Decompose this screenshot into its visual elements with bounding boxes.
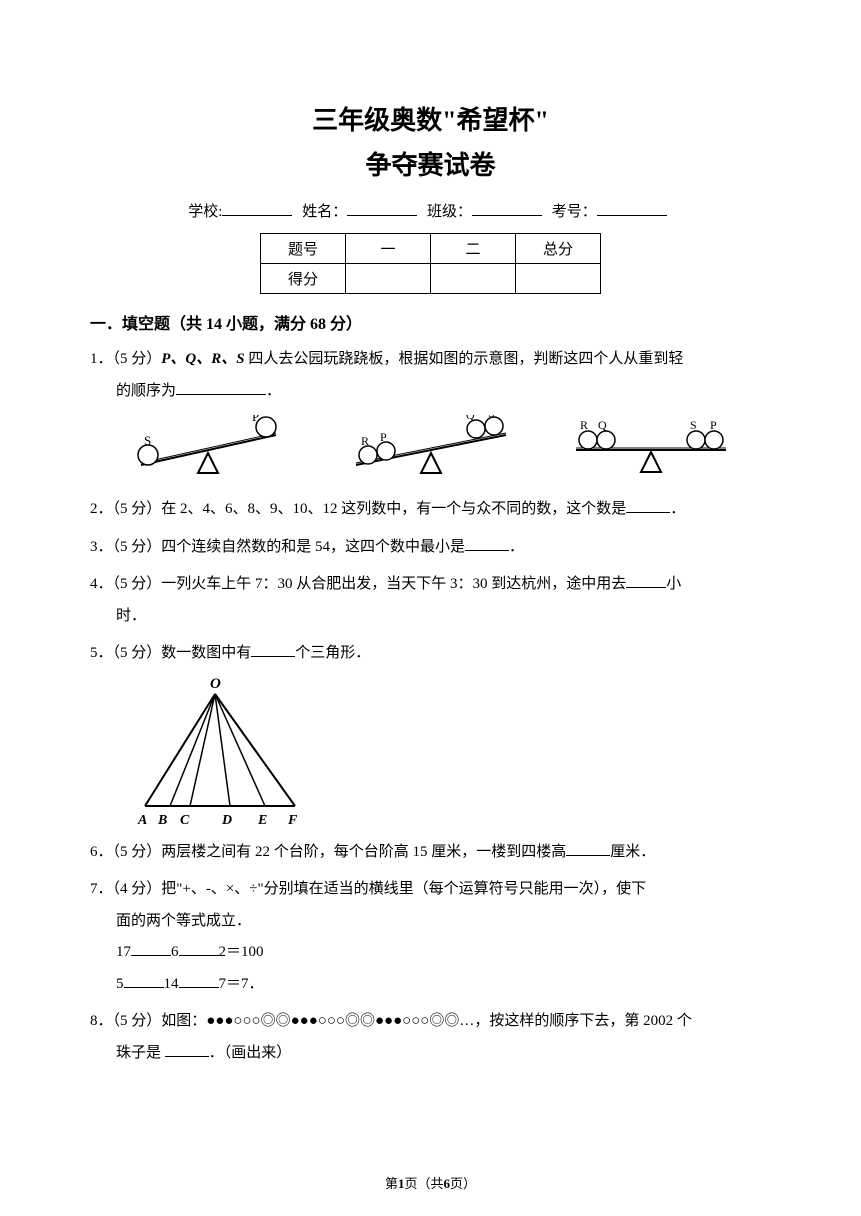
school-blank <box>222 200 292 216</box>
q3-suffix: ． <box>509 539 524 555</box>
page-footer: 第1页（共6页） <box>0 1173 861 1192</box>
score-2 <box>431 264 516 294</box>
q4-suffix: 小 <box>666 576 681 592</box>
q4-blank <box>626 574 666 588</box>
svg-text:P: P <box>252 415 259 424</box>
svg-text:F: F <box>287 813 298 826</box>
q7-line2: 面的两个等式成立． <box>90 906 771 938</box>
q5-blank <box>251 643 295 657</box>
q1-blank <box>176 381 266 395</box>
svg-text:Q: Q <box>466 415 475 422</box>
svg-text:D: D <box>221 813 232 826</box>
q1-l2b: ． <box>266 383 281 399</box>
question-8: 8．（5 分）如图：●●●○○○◎◎●●●○○○◎◎●●●○○○◎◎…，按这样的… <box>90 1006 771 1069</box>
q7-eq1-b: 6 <box>171 944 179 960</box>
q7-eq2-b: 14 <box>164 976 179 992</box>
th-0: 题号 <box>261 234 346 264</box>
q7-eq1-c: 2＝100 <box>219 944 264 960</box>
q7-eq1-a: 17 <box>116 944 131 960</box>
question-6: 6．（5 分）两层楼之间有 22 个台阶，每个台阶高 15 厘米，一楼到四楼高 厘… <box>90 837 771 869</box>
footer-a: 第 <box>385 1176 398 1191</box>
title-line-1: 三年级奥数"希望杯" <box>90 100 771 137</box>
q6-suffix: 厘米． <box>610 844 655 860</box>
seesaw-2: R P Q S <box>346 415 516 480</box>
q6-blank <box>566 842 610 856</box>
examno-blank <box>597 200 667 216</box>
svg-text:R: R <box>580 418 588 432</box>
q7-text: 7．（4 分）把"+、-、×、÷"分别填在适当的横线里（每个运算符号只能用一次）… <box>90 881 646 897</box>
name-blank <box>347 200 417 216</box>
q3-blank <box>465 537 509 551</box>
q1-l2a: 的顺序为 <box>116 383 176 399</box>
th-3: 总分 <box>516 234 601 264</box>
q8-l2b: ．（画出来） <box>209 1045 292 1061</box>
q8-l2a: 珠子是 <box>116 1045 165 1061</box>
q7-eq1-blank1 <box>131 942 171 956</box>
seesaw-3: R Q S P <box>566 415 736 480</box>
svg-text:Q: Q <box>598 418 607 432</box>
svg-text:P: P <box>710 418 717 432</box>
question-4: 4．（5 分）一列火车上午 7：30 从合肥出发，当天下午 3：30 到达杭州，… <box>90 569 771 632</box>
triangle-diagram: O A B C D E F <box>130 676 771 831</box>
q2-text: 2．（5 分）在 2、4、6、8、9、10、12 这列数中，有一个与众不同的数，… <box>90 501 626 517</box>
q4-line2: 时． <box>90 601 771 633</box>
q6-text: 6．（5 分）两层楼之间有 22 个台阶，每个台阶高 15 厘米，一楼到四楼高 <box>90 844 566 860</box>
q3-text: 3．（5 分）四个连续自然数的和是 54，这四个数中最小是 <box>90 539 465 555</box>
question-3: 3．（5 分）四个连续自然数的和是 54，这四个数中最小是 ． <box>90 532 771 564</box>
svg-text:C: C <box>180 813 190 826</box>
svg-text:S: S <box>690 418 697 432</box>
q1-prefix: 1．（5 分） <box>90 351 161 367</box>
score-table: 题号 一 二 总分 得分 <box>260 233 601 294</box>
q5-suffix: 个三角形． <box>295 645 370 661</box>
seesaw-diagrams: S P R P Q S R Q <box>90 415 771 480</box>
footer-b: 页（共 <box>404 1176 443 1191</box>
score-total <box>516 264 601 294</box>
q7-eq2-blank1 <box>124 974 164 988</box>
q7-eq2-a: 5 <box>116 976 124 992</box>
footer-c: 页） <box>450 1176 476 1191</box>
svg-text:B: B <box>157 813 167 826</box>
question-7: 7．（4 分）把"+、-、×、÷"分别填在适当的横线里（每个运算符号只能用一次）… <box>90 874 771 1000</box>
th-1: 一 <box>346 234 431 264</box>
class-blank <box>472 200 542 216</box>
name-label: 姓名： <box>302 204 347 220</box>
th-2: 二 <box>431 234 516 264</box>
class-label: 班级： <box>427 204 472 220</box>
triangle-apex-label: O <box>210 676 221 692</box>
q7-eq1-blank2 <box>179 942 219 956</box>
question-5: 5．（5 分）数一数图中有 个三角形． <box>90 638 771 670</box>
q8-blank <box>165 1043 209 1057</box>
student-info-row: 学校: 姓名： 班级： 考号： <box>90 200 771 221</box>
svg-text:S: S <box>144 433 151 448</box>
title-line-2: 争夺赛试卷 <box>90 145 771 182</box>
seesaw-1: S P <box>126 415 296 480</box>
svg-text:R: R <box>361 434 369 448</box>
score-1 <box>346 264 431 294</box>
school-label: 学校: <box>188 204 222 220</box>
examno-label: 考号： <box>552 204 597 220</box>
row2-label: 得分 <box>261 264 346 294</box>
svg-text:E: E <box>257 813 267 826</box>
q8-text: 8．（5 分）如图：●●●○○○◎◎●●●○○○◎◎●●●○○○◎◎…，按这样的… <box>90 1013 692 1029</box>
q5-text: 5．（5 分）数一数图中有 <box>90 645 251 661</box>
svg-text:S: S <box>488 415 495 420</box>
section-1-header: 一．填空题（共 14 小题，满分 68 分） <box>90 310 771 334</box>
question-2: 2．（5 分）在 2、4、6、8、9、10、12 这列数中，有一个与众不同的数，… <box>90 494 771 526</box>
q4-text: 4．（5 分）一列火车上午 7：30 从合肥出发，当天下午 3：30 到达杭州，… <box>90 576 626 592</box>
q1-mid: 四人去公园玩跷跷板，根据如图的示意图，判断这四个人从重到轻 <box>245 351 684 367</box>
q7-eq2-c: 7＝7． <box>219 976 264 992</box>
q2-blank <box>626 499 670 513</box>
svg-text:P: P <box>380 430 387 444</box>
q7-eq2-blank2 <box>179 974 219 988</box>
svg-text:A: A <box>137 813 147 826</box>
q1-vars: P、Q、R、S <box>161 351 244 367</box>
q2-suffix: ． <box>670 501 685 517</box>
question-1: 1．（5 分）P、Q、R、S 四人去公园玩跷跷板，根据如图的示意图，判断这四个人… <box>90 344 771 407</box>
